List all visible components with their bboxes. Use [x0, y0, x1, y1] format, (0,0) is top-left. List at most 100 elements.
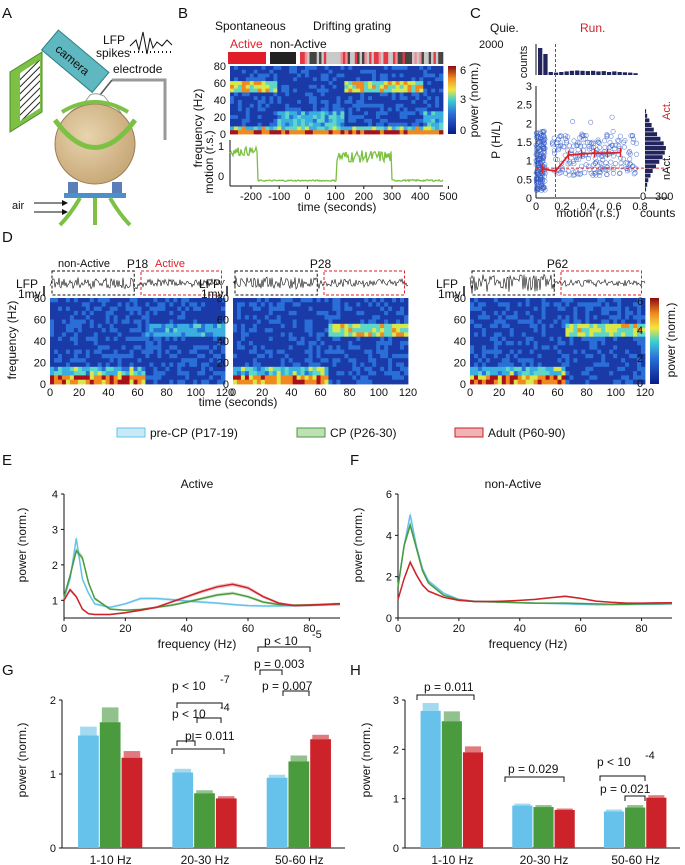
d-spec-cell	[244, 353, 250, 359]
d-spec-cell	[597, 328, 602, 333]
d-spec-cell	[125, 379, 130, 385]
b-spec-cell	[253, 122, 259, 127]
d-spec-cell	[501, 323, 507, 329]
b-spec-cell	[403, 84, 408, 90]
b-spec-cell	[439, 88, 444, 93]
b-spec-cell	[423, 126, 428, 131]
d-spec-cell	[300, 375, 305, 381]
b-spec-cell	[387, 88, 393, 93]
c-point	[622, 138, 628, 144]
c-hist-right-bar	[645, 159, 660, 164]
b-spec-cell	[289, 77, 294, 82]
d-spec-cell	[272, 306, 278, 312]
d-spec-cell	[621, 306, 626, 312]
b-spec-cell	[297, 103, 302, 108]
b-spec-cell	[312, 107, 318, 112]
g-bar-1-1	[194, 793, 215, 848]
b-spec-cell	[328, 96, 333, 101]
d-spec-cell	[485, 306, 491, 312]
b-spec-cell	[265, 73, 270, 78]
b-state-cell	[311, 52, 315, 64]
d-spec-cell	[384, 341, 389, 346]
d-spec-cell	[284, 336, 290, 342]
c-point	[535, 135, 541, 141]
b-spec-cell	[407, 92, 412, 97]
d-spec-cell	[93, 379, 99, 385]
d-spec-cell	[617, 332, 622, 338]
b-spec-cell	[308, 122, 314, 127]
d-spec-cell	[396, 349, 401, 355]
d-spec-cell	[521, 366, 527, 372]
d-spec-cell	[613, 371, 618, 376]
d-spec-cell	[344, 371, 349, 376]
d-spec-cell	[244, 310, 250, 316]
b-spec-cell	[277, 66, 282, 71]
d-spec-cell	[525, 349, 531, 355]
d-spec-cell	[380, 323, 385, 329]
d-spec-cell	[597, 353, 602, 359]
d-active-label: Active	[155, 258, 185, 270]
d-spec-cell	[581, 315, 586, 320]
d-spec-cell	[233, 375, 238, 381]
b-spec-cell	[261, 69, 266, 74]
d-spec-cell	[213, 349, 218, 355]
b-spec-cell	[261, 73, 266, 78]
d-spec-cell	[581, 336, 586, 342]
d-spec-cell	[485, 336, 491, 342]
d-spec-cell	[256, 336, 262, 342]
d-spec-cell	[400, 306, 405, 312]
d-spec-cell	[233, 371, 238, 376]
d-spec-cell	[553, 332, 558, 338]
b-spec-cell	[375, 69, 381, 74]
d-spec-cell	[605, 315, 610, 320]
d-spec-cell	[260, 323, 266, 329]
b-spec-cell	[379, 69, 385, 74]
d-spec-cell	[244, 341, 250, 346]
g-significance: p < 10 -7 p < 10 -4 p = 0.011 p < 10 -5 …	[171, 629, 322, 754]
d-spec-cell	[268, 306, 274, 312]
d-spec-cell	[581, 328, 586, 333]
d-spec-cell	[197, 323, 202, 329]
b-spec-cell	[265, 122, 270, 127]
d-spec-cell	[65, 353, 71, 359]
d-spec-cell	[577, 341, 582, 346]
d-spec-cell	[621, 315, 626, 320]
d-spec-cell	[93, 358, 99, 363]
b-spec-cell	[411, 126, 416, 131]
d-spec-cell	[344, 302, 349, 307]
d-spec-cell	[324, 358, 329, 363]
d-spec-cell	[577, 310, 582, 316]
d-xtick-80: 80	[161, 387, 173, 399]
b-spec-cell	[399, 118, 404, 124]
d-spec-cell	[69, 315, 75, 320]
d-spec-cell	[181, 358, 186, 363]
d-spec-cell	[133, 341, 138, 346]
b-spec-cell	[399, 103, 404, 108]
d-spec-cell	[288, 319, 294, 325]
d-spec-cell	[161, 375, 166, 381]
d-spec-cell	[50, 371, 55, 376]
panel-letter-g: G	[2, 662, 14, 679]
d-spec-cell	[157, 371, 162, 376]
b-spec-cell	[293, 73, 298, 78]
d-spec-cell	[217, 336, 222, 342]
d-spec-cell	[509, 375, 515, 381]
d-spec-cell	[308, 353, 313, 359]
d-spec-cell	[601, 302, 606, 307]
d-spec-cell	[360, 345, 365, 350]
d-spec-cell	[581, 375, 586, 381]
d-spec-cell	[264, 379, 270, 385]
d-spec-cell	[69, 298, 75, 303]
b-spec-cell	[249, 92, 255, 97]
b-spec-cell	[415, 69, 420, 74]
d-spec-cell	[169, 319, 174, 325]
d-spec-cell	[597, 379, 602, 385]
b-spec-cell	[383, 96, 389, 101]
d-spec-cell	[264, 298, 270, 303]
b-spec-cell	[281, 107, 286, 112]
d-spec-cell	[368, 341, 373, 346]
b-spec-cell	[308, 130, 314, 135]
d-nonactive-label: non-Active	[58, 258, 110, 270]
b-state-cell	[376, 52, 379, 64]
